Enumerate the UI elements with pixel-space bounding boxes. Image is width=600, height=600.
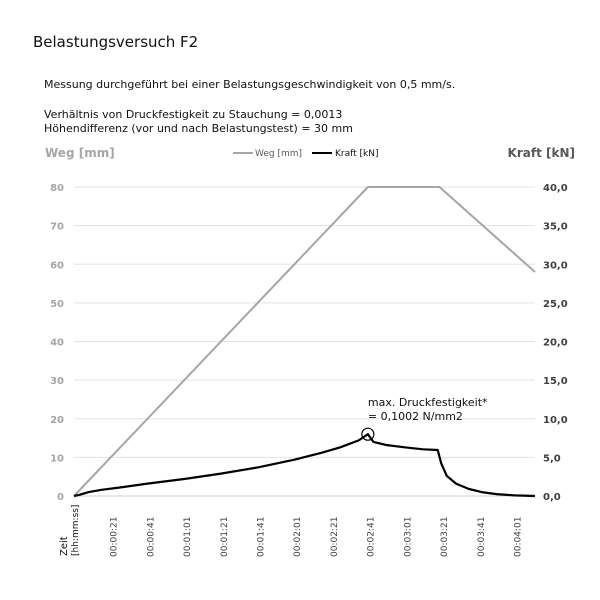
y-right-tick-label: 35,0 <box>543 222 568 233</box>
info-height-difference: Höhendifferenz (vor und nach Belastungst… <box>44 122 353 135</box>
y-left-tick-label: 60 <box>50 260 64 271</box>
y-axis-right-title: Kraft [kN] <box>508 146 575 160</box>
max-marker-circle <box>361 427 375 441</box>
y-left-tick-label: 0 <box>57 492 64 503</box>
legend: Weg [mm] Kraft [kN] <box>233 149 378 159</box>
y-left-tick-label: 30 <box>50 376 64 387</box>
annotation-line1: max. Druckfestigkeit* <box>368 396 488 409</box>
info-speed: Messung durchgeführt bei einer Belastung… <box>44 78 456 91</box>
x-axis-title-line1: Zeit <box>59 536 70 556</box>
x-tick-label: 00:02:01 <box>293 517 303 557</box>
annotation-line2: = 0,1002 N/mm2 <box>368 410 463 423</box>
legend-label-kraft: Kraft [kN] <box>335 149 378 159</box>
x-tick-label: 00:03:41 <box>477 517 487 557</box>
x-tick-label: 00:01:21 <box>220 517 230 557</box>
y-left-tick-label: 10 <box>50 453 64 464</box>
y-right-tick-label: 5,0 <box>543 453 561 464</box>
info-ratio: Verhältnis von Druckfestigkeit zu Stauch… <box>44 108 343 121</box>
y-left-tick-label: 40 <box>50 338 64 349</box>
x-tick-label: 00:02:21 <box>330 517 340 557</box>
x-tick-label: 00:00:21 <box>110 517 120 557</box>
y-left-tick-label: 80 <box>50 183 64 194</box>
x-tick-label: 00:04:01 <box>514 517 524 557</box>
legend-label-weg: Weg [mm] <box>255 149 302 159</box>
y-left-tick-label: 70 <box>50 222 64 233</box>
y-right-tick-label: 10,0 <box>543 415 568 426</box>
y-right-tick-label: 0,0 <box>543 492 561 503</box>
x-tick-label: 00:00:41 <box>146 517 156 557</box>
y-right-tick-label: 20,0 <box>543 338 568 349</box>
x-tick-label: 00:03:21 <box>440 517 450 557</box>
x-tick-label: 00:03:01 <box>403 517 413 557</box>
series-line-weg <box>73 186 536 497</box>
y-axis-left-title: Weg [mm] <box>45 146 115 160</box>
x-tick-label: 00:01:41 <box>257 517 267 557</box>
x-axis-title-line2: [hh:mm:ss] <box>71 505 81 556</box>
x-axis-title: Zeit [hh:mm:ss] <box>59 505 81 556</box>
chart-title: Belastungsversuch F2 <box>33 33 199 51</box>
y-right-tick-label: 30,0 <box>543 260 568 271</box>
annotation: max. Druckfestigkeit* = 0,1002 N/mm2 <box>361 396 488 441</box>
y-left-tick-label: 50 <box>50 299 64 310</box>
x-tick-label: 00:02:41 <box>367 517 377 557</box>
y-right-tick-label: 25,0 <box>543 299 568 310</box>
y-right-tick-label: 40,0 <box>543 183 568 194</box>
y-right-tick-label: 15,0 <box>543 376 568 387</box>
x-tick-label: 00:01:01 <box>183 517 193 557</box>
y-left-tick-label: 20 <box>50 415 64 426</box>
series-line-kraft <box>73 433 536 498</box>
